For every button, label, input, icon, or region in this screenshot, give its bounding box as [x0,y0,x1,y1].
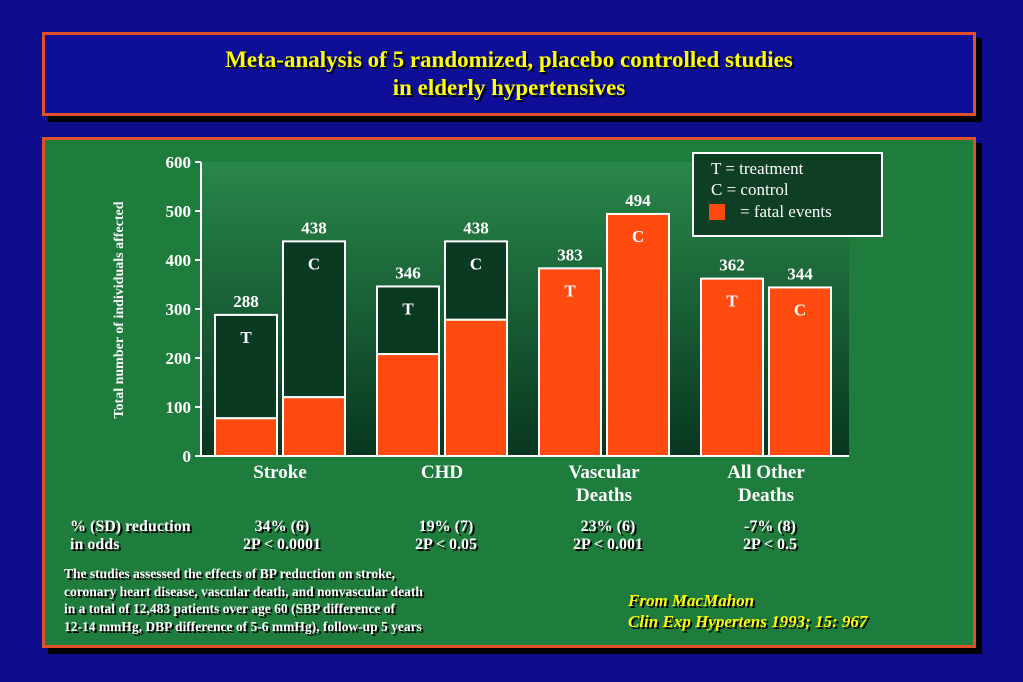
source-line-1: From MacMahon [628,591,755,610]
y-tick-label: 500 [166,202,192,221]
bar-group-label: C [794,300,806,319]
y-tick-label: 200 [166,349,192,368]
bar-group-label: C [470,254,482,273]
study-note-line: in a total of 12,483 patients over age 6… [64,601,395,616]
stats-p: 2P < 0.05 [414,536,477,553]
y-axis-label: Total number of individuals affected [112,201,127,418]
stats-p: 2P < 0.001 [572,536,643,553]
stats-column-chd: 19% (7) 2P < 0.05 [396,518,496,554]
bar-value-label: 346 [395,263,421,282]
bar-group-label: T [402,299,414,318]
stats-p: 2P < 0.5 [742,536,797,553]
study-note-line: 12-14 mmHg, DBP difference of 5-6 mmHg),… [64,618,422,634]
bar-fatal [700,277,764,457]
legend-item-fatal: = fatal events [740,202,832,221]
bar-fatal [444,318,508,457]
bar-nonfatal [214,313,278,420]
source-line-2: Clin Exp Hypertens 1993; 15: 967 [628,612,868,631]
x-category-label: All Other [727,462,805,483]
stats-p: 2P < 0.0001 [242,536,321,553]
x-category-label: Deaths [576,485,632,506]
x-category-label: Deaths [738,485,794,506]
bar-value-label: 438 [463,218,489,237]
legend-item-control: C = control [711,180,789,199]
stats-value: 23% (6) [580,518,636,535]
y-tick-label: 400 [166,251,192,270]
bar-value-label: 383 [557,245,583,264]
bar-fatal [282,396,346,458]
legend-swatch-fatal [709,204,725,220]
stats-label-line-2: in odds [70,536,120,553]
bar-value-label: 494 [625,191,651,210]
title-line-2: in elderly hypertensives [392,75,626,100]
stats-label: % (SD) reduction in odds [70,518,191,554]
bar-nonfatal [376,285,440,356]
stats-column-stroke: 34% (6) 2P < 0.0001 [232,518,332,554]
study-note: The studies assessed the effects of BP r… [64,565,584,635]
x-category-label: Stroke [253,462,306,483]
study-note-line: coronary heart disease, vascular death, … [64,583,423,599]
bar-fatal [376,353,440,457]
title-box: Meta-analysis of 5 randomized, placebo c… [42,32,976,116]
bar-value-label: 438 [301,218,327,237]
stats-value: 19% (7) [418,518,474,535]
stats-label-line-1: % (SD) reduction [70,518,191,535]
stats-value: -7% (8) [744,518,796,535]
bar-group-label: T [240,328,252,347]
bar-value-label: 288 [233,292,259,311]
stats-value: 34% (6) [254,518,310,535]
bar-fatal [606,212,670,457]
bar-fatal [214,417,278,457]
bar-nonfatal [444,240,508,321]
y-tick-label: 600 [166,153,192,172]
stats-column-vascular: 23% (6) 2P < 0.001 [558,518,658,554]
bar-group-label: C [308,254,320,273]
legend-item-treatment: T = treatment [711,159,804,178]
y-tick-label: 300 [166,300,192,319]
bar-value-label: 362 [719,256,745,275]
stats-column-other: -7% (8) 2P < 0.5 [720,518,820,554]
bar-nonfatal [282,240,346,399]
bar-fatal [538,267,602,457]
title-line-1: Meta-analysis of 5 randomized, placebo c… [225,47,793,72]
study-note-line: The studies assessed the effects of BP r… [64,566,395,581]
bar-group-label: T [564,281,576,300]
bar-fatal [768,286,832,457]
x-category-label: CHD [421,462,463,483]
y-tick-label: 0 [183,447,192,466]
legend: T = treatment C = control = fatal events [692,152,883,237]
bar-group-label: T [726,292,738,311]
source-citation: From MacMahon Clin Exp Hypertens 1993; 1… [628,590,867,632]
bar-group-label: C [632,227,644,246]
x-category-label: Vascular [568,462,640,483]
bar-value-label: 344 [787,264,813,283]
y-tick-label: 100 [166,398,192,417]
